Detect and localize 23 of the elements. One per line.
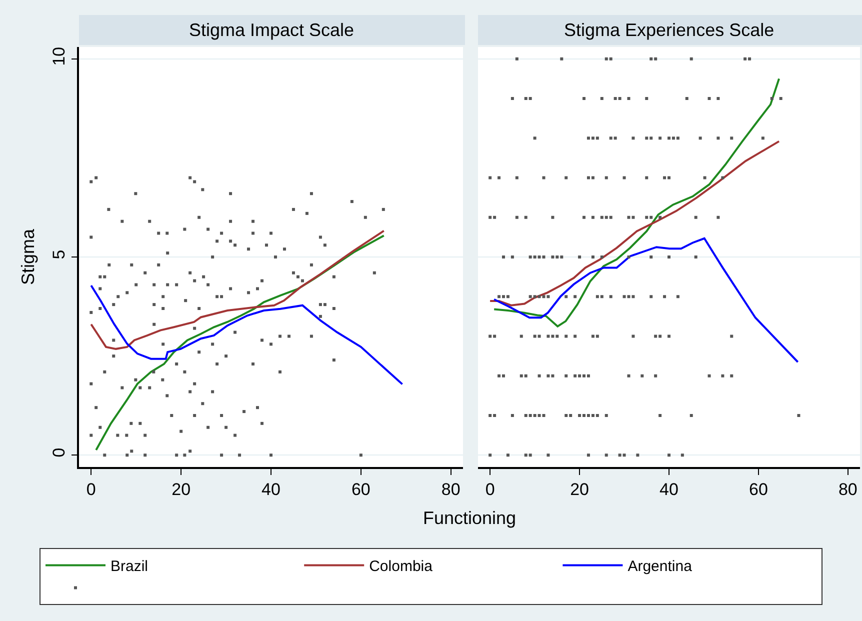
- x-tick-label: 0: [485, 480, 495, 500]
- x-tick-label: 20: [172, 480, 191, 500]
- x-tick-label: 60: [351, 480, 370, 500]
- x-tick-label: 40: [660, 480, 678, 500]
- x-tick-label: 0: [86, 480, 96, 500]
- legend-label: Argentina: [628, 558, 693, 576]
- y-tick-label: 0: [49, 448, 68, 458]
- line-series: [90, 230, 385, 350]
- y-tick-label: 10: [49, 46, 68, 66]
- x-tick-label: 40: [262, 480, 280, 500]
- x-tick-label: 20: [570, 480, 589, 500]
- legend-label: Colombia: [369, 558, 434, 576]
- line-series: [95, 234, 385, 451]
- x-axis-title: Functioning: [423, 508, 516, 528]
- y-tick-label: 5: [49, 250, 68, 260]
- y-axis-title: Stigma: [18, 228, 38, 285]
- chart-title: Stigma Experiences Scale: [564, 20, 774, 40]
- x-tick-label: 80: [838, 480, 858, 500]
- chart-title: Stigma Impact Scale: [189, 20, 354, 40]
- x-tick-label: 80: [441, 480, 460, 500]
- line-series: [90, 284, 404, 386]
- x-tick-label: 60: [749, 480, 768, 500]
- legend-label: Brazil: [110, 558, 148, 576]
